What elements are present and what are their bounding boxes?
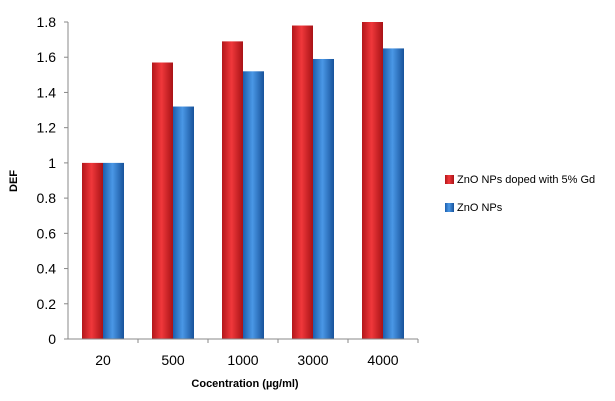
legend-swatch-zno bbox=[445, 203, 454, 212]
y-axis-ticks: 0 0.2 0.4 0.6 0.8 1 1.2 1.4 1.6 1.8 bbox=[37, 14, 68, 347]
x-tick-label: 20 bbox=[95, 352, 111, 368]
x-axis-ticks: 20 500 1000 3000 4000 bbox=[95, 339, 419, 368]
bar-zno-20 bbox=[103, 162, 124, 339]
legend-swatch-gd-doped bbox=[445, 175, 454, 184]
bar-gd-doped-3000 bbox=[292, 25, 313, 340]
y-tick-label: 0.6 bbox=[37, 225, 57, 241]
legend-label-gd-doped: ZnO NPs doped with 5% Gd bbox=[457, 174, 595, 186]
axes bbox=[67, 22, 418, 340]
bar-gd-doped-500 bbox=[152, 62, 173, 339]
bar-gd-doped-1000 bbox=[222, 41, 243, 339]
legend-label-zno: ZnO NPs bbox=[457, 202, 503, 214]
y-tick-label: 0.4 bbox=[37, 261, 57, 277]
x-tick-label: 1000 bbox=[227, 352, 258, 368]
y-tick-label: 0 bbox=[48, 331, 56, 347]
bar-zno-4000 bbox=[383, 48, 404, 340]
x-tick-label: 4000 bbox=[367, 352, 398, 368]
y-tick-label: 1.4 bbox=[37, 84, 57, 100]
y-tick-label: 1.8 bbox=[37, 14, 57, 30]
x-tick-label: 500 bbox=[161, 352, 185, 368]
y-tick-label: 1 bbox=[48, 155, 56, 171]
bars bbox=[82, 22, 404, 340]
bar-gd-doped-20 bbox=[82, 162, 103, 339]
y-tick-label: 1.6 bbox=[37, 49, 57, 65]
x-tick-label: 3000 bbox=[297, 352, 328, 368]
x-axis-title: Cocentration (µg/ml) bbox=[191, 378, 299, 390]
legend: ZnO NPs doped with 5% Gd ZnO NPs bbox=[445, 174, 595, 214]
y-tick-label: 0.8 bbox=[37, 190, 57, 206]
y-axis-title: DEF bbox=[8, 170, 20, 192]
y-tick-label: 0.2 bbox=[37, 296, 57, 312]
bar-zno-1000 bbox=[243, 71, 264, 340]
y-tick-label: 1.2 bbox=[37, 120, 57, 136]
bar-zno-500 bbox=[173, 106, 194, 340]
bar-gd-doped-4000 bbox=[362, 22, 383, 339]
bar-zno-3000 bbox=[313, 58, 334, 339]
